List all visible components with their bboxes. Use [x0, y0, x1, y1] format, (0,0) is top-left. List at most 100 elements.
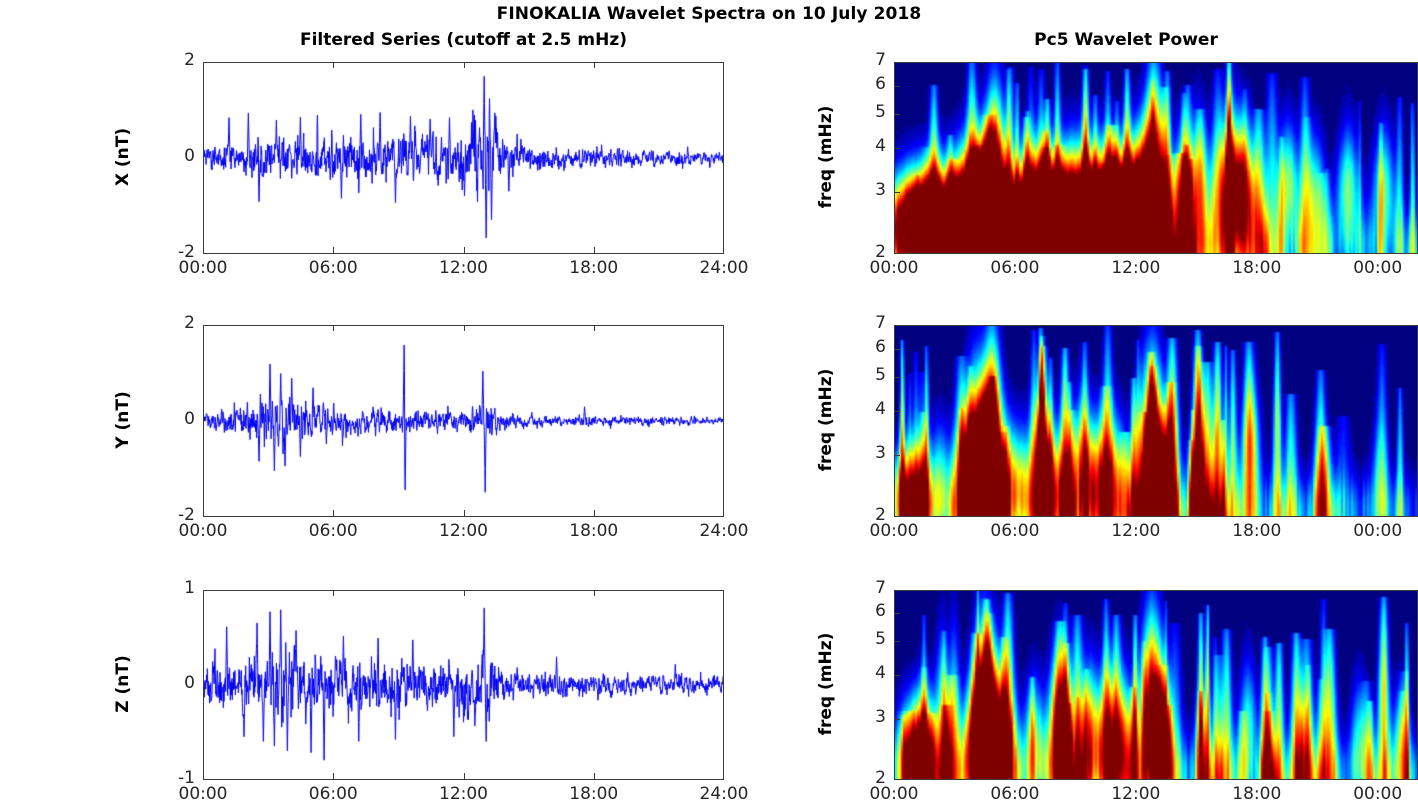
xtick-label-x-wavelet-power-4: 00:00: [1353, 258, 1403, 278]
xtick-label-z-wavelet-power-3: 18:00: [1232, 784, 1282, 804]
line-canvas-z-filtered-series: [204, 591, 723, 779]
xtick-label-x-filtered-series-2: 12:00: [439, 258, 488, 278]
ytick-label-y-wavelet-power-2: 5: [875, 364, 886, 385]
heatmap-canvas-y-wavelet-power: [895, 326, 1417, 516]
ytick-label-y-wavelet-power-0: 7: [875, 313, 886, 333]
xtick-mark-z-filtered-series-3: [593, 773, 595, 779]
xtick-label-x-wavelet-power-3: 18:00: [1232, 258, 1282, 278]
ytick-label-x-wavelet-power-0: 7: [875, 50, 886, 70]
ylabel-z-wavelet-power: freq (mHz): [816, 632, 836, 736]
xtick-mark-y-filtered-series-2: [463, 510, 465, 516]
xtick-label-y-wavelet-power-3: 18:00: [1232, 521, 1282, 541]
ytick-label-x-filtered-series-2: -2: [178, 242, 195, 262]
ytick-label-y-wavelet-power-4: 3: [875, 442, 886, 463]
xtick-label-z-wavelet-power-4: 00:00: [1353, 784, 1403, 804]
xtick-label-z-filtered-series-2: 12:00: [439, 784, 488, 804]
ytick-mark-z-wavelet-power-1: [894, 613, 900, 615]
xtick-label-x-wavelet-power-2: 12:00: [1111, 258, 1161, 278]
ytick-label-x-wavelet-power-2: 5: [875, 101, 886, 122]
xtick-label-x-filtered-series-0: 00:00: [178, 258, 228, 278]
axes-x-filtered-series: [203, 62, 724, 254]
axes-z-wavelet-power: [894, 590, 1418, 780]
xtick-mark-top-x-filtered-series-3: [593, 62, 595, 68]
xtick-label-x-wavelet-power-0: 00:00: [869, 258, 919, 278]
xtick-label-y-filtered-series-0: 00:00: [178, 521, 228, 541]
line-canvas-x-filtered-series: [204, 63, 723, 253]
xtick-label-y-filtered-series-3: 18:00: [569, 521, 619, 541]
xtick-mark-y-filtered-series-3: [593, 510, 595, 516]
ytick-mark-x-wavelet-power-5: [894, 253, 900, 254]
xtick-mark-top-y-filtered-series-2: [463, 325, 465, 331]
xtick-label-z-wavelet-power-0: 00:00: [869, 784, 919, 804]
ytick-mark-x-wavelet-power-2: [894, 113, 900, 115]
ytick-mark-y-wavelet-power-4: [894, 454, 900, 456]
xtick-label-y-filtered-series-2: 12:00: [439, 521, 488, 541]
xtick-label-y-wavelet-power-1: 06:00: [990, 521, 1040, 541]
ytick-label-y-wavelet-power-1: 6: [875, 336, 886, 357]
ytick-mark-x-wavelet-power-3: [894, 147, 900, 149]
ytick-label-z-wavelet-power-3: 4: [875, 662, 886, 683]
ytick-label-z-filtered-series-1: 0: [184, 673, 195, 693]
line-canvas-y-filtered-series: [204, 326, 723, 516]
ytick-label-z-wavelet-power-4: 3: [875, 706, 886, 727]
ytick-label-x-filtered-series-0: 2: [184, 50, 195, 70]
ylabel-y-filtered-series: Y (nT): [113, 391, 133, 449]
axes-y-filtered-series: [203, 325, 724, 517]
ytick-mark-z-wavelet-power-3: [894, 674, 900, 676]
ytick-label-y-filtered-series-1: 0: [184, 409, 195, 429]
xtick-mark-top-y-filtered-series-3: [593, 325, 595, 331]
left-column-title: Filtered Series (cutoff at 2.5 mHz): [299, 30, 628, 50]
xtick-mark-z-filtered-series-1: [333, 773, 335, 779]
xtick-label-z-filtered-series-4: 24:00: [699, 784, 749, 804]
xtick-label-x-wavelet-power-1: 06:00: [990, 258, 1040, 278]
ytick-label-x-wavelet-power-4: 3: [875, 179, 886, 200]
xtick-label-y-filtered-series-1: 06:00: [308, 521, 358, 541]
xtick-mark-x-filtered-series-3: [593, 247, 595, 253]
xtick-mark-top-z-filtered-series-3: [593, 590, 595, 596]
xtick-mark-top-x-filtered-series-2: [463, 62, 465, 68]
ytick-label-z-wavelet-power-5: 2: [875, 768, 886, 788]
axes-x-wavelet-power: [894, 62, 1418, 254]
xtick-mark-top-z-filtered-series-1: [333, 590, 335, 596]
ytick-mark-y-wavelet-power-5: [894, 516, 900, 517]
ytick-mark-y-wavelet-power-2: [894, 376, 900, 378]
heatmap-canvas-z-wavelet-power: [895, 591, 1417, 779]
xtick-label-z-filtered-series-1: 06:00: [308, 784, 358, 804]
ytick-mark-x-wavelet-power-4: [894, 191, 900, 193]
ytick-label-x-wavelet-power-1: 6: [875, 73, 886, 94]
xtick-label-z-wavelet-power-1: 06:00: [990, 784, 1040, 804]
ytick-label-y-wavelet-power-3: 4: [875, 398, 886, 419]
xtick-mark-x-filtered-series-2: [463, 247, 465, 253]
xtick-mark-top-z-filtered-series-2: [463, 590, 465, 596]
xtick-mark-top-x-filtered-series-1: [333, 62, 335, 68]
xtick-label-z-wavelet-power-2: 12:00: [1111, 784, 1161, 804]
xtick-label-y-wavelet-power-4: 00:00: [1353, 521, 1403, 541]
ytick-label-x-filtered-series-1: 0: [184, 146, 195, 166]
ytick-mark-z-wavelet-power-4: [894, 718, 900, 720]
ytick-mark-z-wavelet-power-0: [894, 590, 900, 591]
ytick-label-z-wavelet-power-2: 5: [875, 629, 886, 650]
ytick-mark-x-wavelet-power-0: [894, 62, 900, 63]
ytick-mark-z-wavelet-power-5: [894, 779, 900, 780]
ylabel-x-filtered-series: X (nT): [113, 127, 133, 187]
ytick-label-x-wavelet-power-3: 4: [875, 135, 886, 156]
ytick-label-y-filtered-series-0: 2: [184, 313, 195, 333]
ytick-label-x-wavelet-power-5: 2: [875, 242, 886, 262]
ytick-label-y-wavelet-power-5: 2: [875, 505, 886, 525]
xtick-mark-z-filtered-series-2: [463, 773, 465, 779]
ylabel-y-wavelet-power: freq (mHz): [816, 368, 836, 472]
ytick-mark-y-wavelet-power-1: [894, 348, 900, 350]
xtick-label-z-filtered-series-3: 18:00: [569, 784, 619, 804]
heatmap-canvas-x-wavelet-power: [895, 63, 1417, 253]
xtick-mark-y-filtered-series-1: [333, 510, 335, 516]
xtick-label-x-filtered-series-4: 24:00: [699, 258, 749, 278]
xtick-mark-x-filtered-series-1: [333, 247, 335, 253]
ytick-label-z-wavelet-power-0: 7: [875, 578, 886, 598]
ylabel-x-wavelet-power: freq (mHz): [816, 105, 836, 209]
ylabel-z-filtered-series: Z (nT): [113, 655, 133, 713]
ytick-mark-x-wavelet-power-1: [894, 85, 900, 87]
ytick-label-y-filtered-series-2: -2: [178, 505, 195, 525]
axes-z-filtered-series: [203, 590, 724, 780]
ytick-mark-y-wavelet-power-0: [894, 325, 900, 326]
